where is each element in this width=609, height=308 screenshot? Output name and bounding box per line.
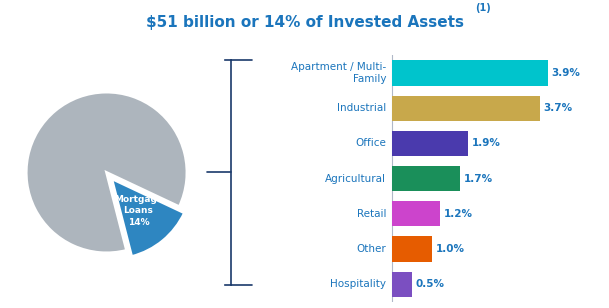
Text: 3.9%: 3.9% [551, 68, 580, 78]
Text: (1): (1) [475, 3, 491, 13]
Text: Hospitality: Hospitality [331, 279, 386, 289]
Wedge shape [111, 179, 185, 257]
Bar [392, 201, 440, 226]
Bar [392, 96, 540, 121]
Text: Retail: Retail [357, 209, 386, 219]
Text: Other: Other [357, 244, 386, 254]
Bar [392, 237, 432, 261]
Text: Agricultural: Agricultural [325, 174, 386, 184]
Bar [392, 166, 460, 191]
Text: 3.7%: 3.7% [543, 103, 572, 113]
Text: 1.9%: 1.9% [471, 138, 500, 148]
Wedge shape [26, 92, 187, 253]
Bar [392, 60, 548, 86]
Text: Mortgage
Loans
14%: Mortgage Loans 14% [114, 195, 163, 227]
Bar [392, 131, 468, 156]
Text: 1.0%: 1.0% [435, 244, 465, 254]
Text: Apartment / Multi-
Family: Apartment / Multi- Family [291, 62, 386, 84]
Text: 0.5%: 0.5% [415, 279, 445, 289]
Bar [392, 272, 412, 297]
Text: 1.7%: 1.7% [463, 174, 493, 184]
Text: Office: Office [356, 138, 386, 148]
Text: Industrial: Industrial [337, 103, 386, 113]
Text: 1.2%: 1.2% [443, 209, 473, 219]
Text: $51 billion or 14% of Invested Assets: $51 billion or 14% of Invested Assets [146, 15, 463, 30]
